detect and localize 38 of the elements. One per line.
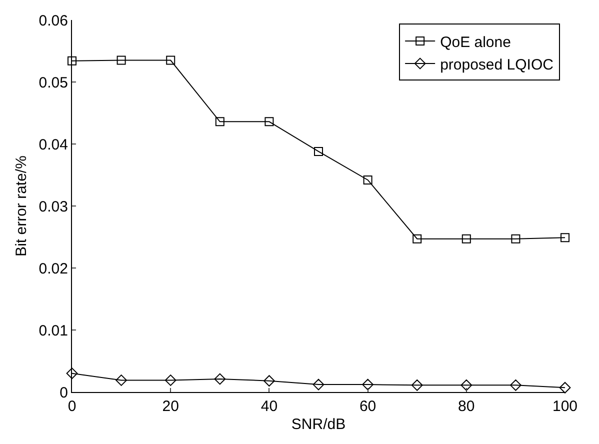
point: [264, 117, 274, 126]
legend-label: proposed LQIOC: [440, 56, 554, 74]
y-tick-label: 0.01: [38, 322, 68, 340]
legend-label: QoE alone: [440, 34, 511, 51]
point: [363, 175, 372, 184]
y-tick-label: 0.02: [38, 260, 68, 278]
point: [559, 382, 571, 394]
point: [164, 374, 176, 386]
point: [560, 233, 570, 242]
y-tick-label: 0.06: [38, 12, 68, 30]
point: [116, 374, 127, 386]
point: [66, 368, 78, 380]
x-tick-label: 20: [162, 398, 179, 415]
point: [116, 56, 126, 65]
x-tick-label: 40: [260, 398, 278, 415]
y-axis-title: Bit error rate/%: [13, 156, 30, 256]
point: [214, 373, 226, 385]
point: [362, 378, 374, 390]
point: [166, 56, 176, 65]
point: [312, 378, 324, 390]
x-axis-title: SNR/dB: [291, 416, 346, 433]
x-tick-label: 100: [552, 398, 578, 415]
point: [511, 234, 520, 244]
point: [462, 234, 471, 244]
point: [314, 146, 323, 156]
point: [215, 117, 224, 126]
point: [68, 56, 76, 66]
x-tick-label: 60: [359, 398, 376, 415]
point: [460, 379, 472, 391]
y-tick-label: 0.03: [38, 198, 68, 216]
point: [412, 234, 422, 244]
x-tick-label: 80: [458, 398, 475, 415]
y-tick-label: 0.04: [38, 136, 68, 154]
y-tick-label: 0: [60, 384, 68, 402]
point: [411, 379, 423, 391]
point: [510, 379, 522, 391]
y-tick-label: 0.05: [38, 74, 68, 92]
point: [264, 375, 275, 387]
